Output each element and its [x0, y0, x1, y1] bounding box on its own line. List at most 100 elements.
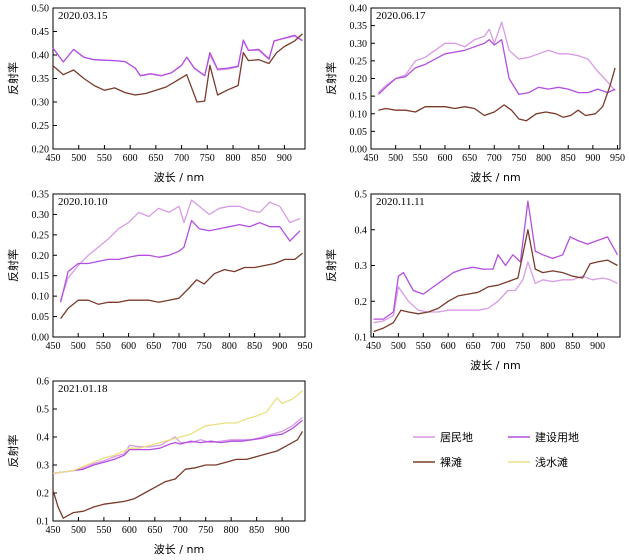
series-line-3	[52, 431, 304, 519]
x-tick-label: 850	[561, 153, 576, 164]
series-line-2	[377, 39, 616, 96]
y-tick-label: 0.40	[350, 4, 368, 15]
x-tick-label: 700	[174, 153, 189, 164]
x-tick-label: 600	[123, 153, 138, 164]
series-line-2	[52, 419, 303, 475]
chart-panel-3: 450 500 550 600 650 700 750 800 850 900 950 0.00 0.0…	[6, 190, 313, 353]
x-tick-label: 600	[437, 153, 452, 164]
y-tick-label: 0.05	[350, 127, 368, 138]
x-tick-label: 950	[298, 341, 313, 352]
x-tick-label: 550	[413, 153, 428, 164]
y-tick-label: 0.35	[32, 74, 50, 85]
x-tick-label: 600	[441, 341, 456, 352]
x-tick-label: 850	[565, 341, 580, 352]
x-tick-label: 750	[200, 153, 215, 164]
x-axis-label: 波长 / nm	[154, 171, 204, 184]
x-tick-label: 900	[277, 153, 292, 164]
x-tick-label: 450	[46, 341, 61, 352]
x-tick-label: 850	[249, 525, 264, 536]
x-tick-label: 900	[590, 341, 605, 352]
y-axis-label: 反射率	[6, 62, 20, 95]
y-tick-label: 0.05	[32, 312, 50, 323]
y-tick-label: 0.35	[32, 190, 50, 201]
chart-panel-2: 450 500 550 600 650 700 750 800 850 900 950 0.00 0.0…	[324, 4, 625, 185]
y-tick-label: 0.5	[37, 405, 50, 416]
x-tick-label: 450	[364, 153, 379, 164]
x-tick-label: 600	[121, 341, 136, 352]
legend-label: 浅水滩	[535, 455, 568, 469]
y-axis-label: 反射率	[6, 435, 20, 468]
x-tick-label: 900	[275, 525, 290, 536]
y-tick-label: 0.25	[32, 230, 50, 241]
x-tick-label: 550	[96, 525, 111, 536]
series-line-4	[52, 390, 303, 475]
y-tick-label: 0.45	[32, 27, 50, 38]
x-tick-label: 500	[71, 153, 86, 164]
x-tick-label: 550	[416, 341, 431, 352]
x-tick-label: 750	[198, 525, 213, 536]
legend-label: 居民地	[440, 431, 473, 444]
y-axis-label: 反射率	[324, 249, 338, 282]
x-tick-label: 650	[146, 341, 161, 352]
y-tick-label: 0.20	[32, 251, 50, 262]
series-line-2	[59, 219, 301, 303]
x-tick-label: 800	[222, 341, 237, 352]
chart-panel-1: 450 500 550 600 650 700 750 800 850 900 0.20 0.25 0.…	[6, 4, 306, 184]
x-tick-label: 700	[487, 153, 502, 164]
x-tick-label: 700	[173, 525, 188, 536]
x-tick-label: 550	[96, 341, 111, 352]
plot-frame	[52, 7, 306, 150]
x-tick-label: 500	[388, 153, 403, 164]
chart-panel-5: 450 500 550 600 650 700 750 800 850 900 0.1 0.2 0.3 0…	[6, 377, 306, 556]
x-tick-label: 800	[536, 153, 551, 164]
x-tick-label: 450	[46, 525, 61, 536]
x-tick-label: 700	[172, 341, 187, 352]
series-line-2	[373, 200, 619, 320]
y-tick-label: 0.25	[32, 121, 50, 132]
series-line-3	[52, 33, 303, 103]
x-tick-label: 450	[366, 341, 381, 352]
y-tick-label: 0.35	[350, 21, 368, 32]
y-tick-label: 0.30	[32, 98, 50, 109]
y-tick-label: 0.15	[350, 92, 368, 103]
y-axis-label: 反射率	[324, 62, 338, 95]
y-tick-label: 0.3	[355, 261, 368, 272]
x-tick-label: 750	[515, 341, 530, 352]
y-tick-label: 0.1	[355, 333, 368, 344]
y-tick-label: 0.10	[350, 109, 368, 120]
x-tick-label: 900	[272, 341, 287, 352]
y-tick-label: 0.5	[355, 190, 368, 201]
series-line-1	[377, 21, 616, 94]
plot-frame	[370, 7, 621, 150]
series-line-3	[60, 252, 303, 319]
y-tick-label: 0.30	[32, 210, 50, 221]
x-tick-label: 450	[46, 153, 61, 164]
x-tick-label: 800	[226, 153, 241, 164]
x-axis-label: 波长 / nm	[470, 171, 520, 184]
x-tick-label: 800	[224, 525, 239, 536]
x-tick-label: 800	[540, 341, 555, 352]
y-tick-label: 0.4	[37, 433, 50, 444]
plot-frame	[370, 193, 621, 338]
x-tick-label: 600	[122, 525, 137, 536]
series-line-3	[373, 229, 618, 333]
legend-label: 裸滩	[440, 455, 462, 469]
series-line-1	[59, 199, 301, 301]
x-tick-label: 750	[511, 153, 526, 164]
series-line-1	[52, 416, 303, 475]
y-tick-label: 0.00	[32, 333, 50, 344]
y-tick-label: 0.50	[32, 4, 50, 15]
y-tick-label: 0.1	[37, 517, 50, 528]
y-tick-label: 0.20	[350, 74, 368, 85]
chart-title: 2020.06.17	[376, 10, 426, 22]
y-tick-label: 0.40	[32, 51, 50, 62]
x-tick-label: 850	[247, 341, 262, 352]
chart-panel-4: 450 500 550 600 650 700 750 800 850 900 0.1 0.2 0.3 0…	[324, 190, 621, 372]
y-tick-label: 0.2	[355, 297, 368, 308]
y-tick-label: 0.10	[32, 292, 50, 303]
x-tick-label: 650	[147, 525, 162, 536]
y-tick-label: 0.2	[37, 489, 50, 500]
plot-frame	[52, 380, 306, 522]
